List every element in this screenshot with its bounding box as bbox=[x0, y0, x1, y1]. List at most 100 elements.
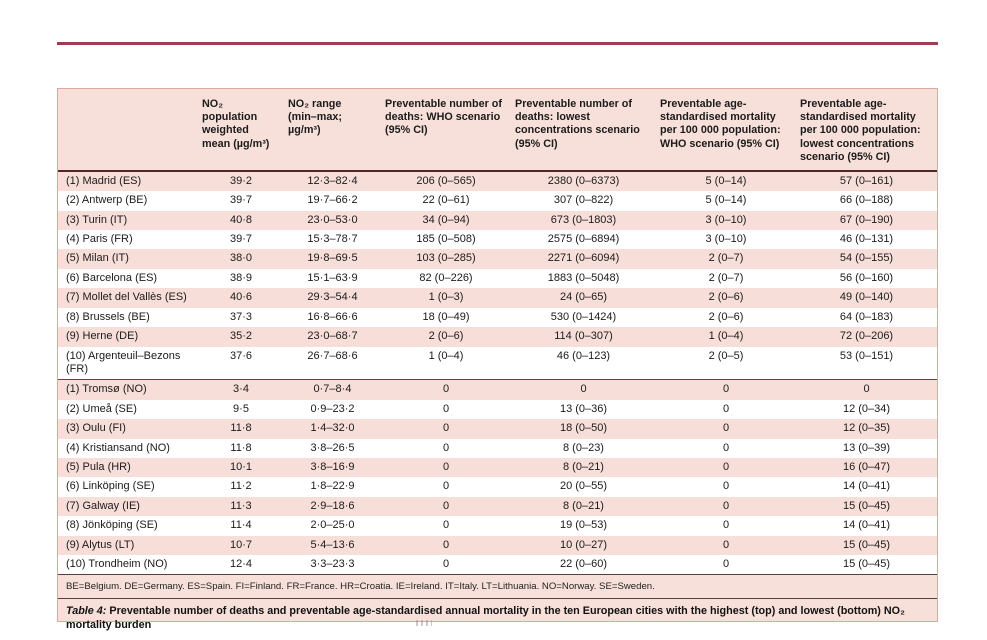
table-caption-text: Preventable number of deaths and prevent… bbox=[66, 605, 905, 631]
city-cell: (5) Pula (HR) bbox=[66, 460, 131, 473]
value-cell: 0 bbox=[722, 441, 730, 454]
value-cell: 39·2 bbox=[229, 174, 253, 187]
value-cell: 0 bbox=[722, 460, 730, 473]
value-cell: 0 bbox=[442, 441, 450, 454]
table-header: NO₂ population weighted mean (µg/m³) NO₂… bbox=[58, 89, 937, 172]
col-header-city bbox=[58, 89, 198, 172]
value-cell: 15·1–63·9 bbox=[307, 271, 358, 284]
section-highest-burden: (1) Madrid (ES) 39·2 12·3–82·4 206 (0–565) 2… bbox=[58, 170, 937, 380]
value-cell: 11·3 bbox=[230, 499, 252, 512]
col-header-deaths-lowest: Preventable number of deaths: lowest con… bbox=[511, 89, 656, 172]
table-row: (3) Oulu (FI) 11·8 1·4–32·0 0 18 (0–50) 0 12 (… bbox=[58, 419, 937, 439]
value-cell: 0 bbox=[511, 379, 656, 400]
value-cell: 3·8–16·9 bbox=[310, 460, 355, 473]
value-cell: 0 bbox=[722, 557, 730, 570]
section-lowest-burden: (1) Tromsø (NO) 3·4 0·7–8·4 0 0 0 0 (2) Umeå (S… bbox=[58, 379, 937, 575]
city-cell: (7) Mollet del Vallès (ES) bbox=[66, 291, 187, 304]
city-cell: (3) Turin (IT) bbox=[66, 213, 128, 226]
value-cell: 40·8 bbox=[229, 213, 253, 226]
value-cell: 0 bbox=[442, 538, 450, 551]
value-cell: 2 (0–7) bbox=[708, 271, 744, 284]
table-row: (10) Trondheim (NO) 12·4 3·3–23·3 0 22 (0–60… bbox=[58, 554, 937, 575]
value-cell: 22 (0–60) bbox=[559, 557, 608, 570]
city-cell: (2) Antwerp (BE) bbox=[66, 194, 148, 207]
city-cell: (3) Oulu (FI) bbox=[66, 422, 126, 435]
value-cell: 2575 (0–6894) bbox=[547, 233, 620, 246]
value-cell: 12·4 bbox=[229, 557, 253, 570]
value-cell: 2271 (0–6094) bbox=[547, 252, 620, 265]
value-cell: 19·7–66·2 bbox=[307, 194, 358, 207]
value-cell: 3·3–23·3 bbox=[310, 557, 355, 570]
value-cell: 10 (0–27) bbox=[559, 538, 608, 551]
value-cell: 0 bbox=[442, 557, 450, 570]
value-cell: 1 (0–4) bbox=[708, 330, 744, 343]
value-cell: 35·2 bbox=[229, 330, 253, 343]
value-cell: 1 (0–3) bbox=[428, 291, 464, 304]
value-cell: 11·8 bbox=[230, 441, 252, 454]
value-cell: 3 (0–10) bbox=[705, 233, 747, 246]
city-cell: (7) Galway (IE) bbox=[66, 499, 140, 512]
city-cell: (6) Barcelona (ES) bbox=[66, 271, 158, 284]
value-cell: 3 (0–10) bbox=[705, 213, 747, 226]
table-row: (9) Herne (DE) 35·2 23·0–68·7 2 (0–6) 114 (0… bbox=[58, 327, 937, 347]
table-row: (1) Tromsø (NO) 3·4 0·7–8·4 0 0 0 0 bbox=[58, 379, 937, 400]
value-cell: 18 (0–49) bbox=[422, 310, 470, 323]
value-cell: 1 (0–4) bbox=[428, 349, 464, 362]
value-cell: 57 (0–161) bbox=[839, 174, 894, 187]
value-cell: 8 (0–23) bbox=[563, 441, 604, 454]
value-cell: 37·3 bbox=[229, 310, 253, 323]
table-row: (5) Milan (IT) 38·0 19·8–69·5 103 (0–285) 22… bbox=[58, 249, 937, 269]
value-cell: 2 (0–6) bbox=[708, 310, 744, 323]
city-cell: (1) Tromsø (NO) bbox=[58, 379, 198, 400]
table-row: (9) Alytus (LT) 10·7 5·4–13·6 0 10 (0–27) 0 15… bbox=[58, 535, 937, 555]
value-cell: 54 (0–155) bbox=[839, 252, 894, 265]
value-cell: 11·8 bbox=[230, 422, 252, 435]
value-cell: 13 (0–39) bbox=[842, 441, 891, 454]
header-row: NO₂ population weighted mean (µg/m³) NO₂… bbox=[58, 89, 937, 172]
value-cell: 530 (0–1424) bbox=[550, 310, 617, 323]
value-cell: 13 (0–36) bbox=[559, 402, 608, 415]
value-cell: 37·6 bbox=[229, 349, 253, 362]
value-cell: 2 (0–6) bbox=[708, 291, 744, 304]
value-cell: 0 bbox=[442, 499, 450, 512]
value-cell: 46 (0–123) bbox=[556, 349, 611, 362]
col-header-deaths-who: Preventable number of deaths: WHO scenar… bbox=[381, 89, 511, 172]
value-cell: 10·1 bbox=[229, 460, 253, 473]
value-cell: 0 bbox=[722, 538, 730, 551]
value-cell: 0 bbox=[722, 499, 730, 512]
value-cell: 26·7–68·6 bbox=[307, 349, 358, 362]
value-cell: 23·0–53·0 bbox=[307, 213, 358, 226]
value-cell: 39·7 bbox=[229, 233, 253, 246]
scan-artifact bbox=[416, 620, 432, 626]
value-cell: 0 bbox=[442, 519, 450, 532]
table-row: (2) Umeå (SE) 9·5 0·9–23·2 0 13 (0–36) 0 12 (0… bbox=[58, 399, 937, 420]
value-cell: 2 (0–7) bbox=[708, 252, 744, 265]
value-cell: 10·7 bbox=[229, 538, 253, 551]
city-cell: (1) Madrid (ES) bbox=[66, 174, 142, 187]
value-cell: 0 bbox=[722, 402, 730, 415]
value-cell: 0·7–8·4 bbox=[284, 379, 381, 400]
value-cell: 2380 (0–6373) bbox=[547, 174, 620, 187]
value-cell: 12·3–82·4 bbox=[307, 174, 358, 187]
value-cell: 0 bbox=[722, 519, 730, 532]
value-cell: 0 bbox=[656, 379, 796, 400]
value-cell: 12 (0–35) bbox=[842, 422, 891, 435]
value-cell: 39·7 bbox=[229, 194, 253, 207]
value-cell: 11·4 bbox=[230, 519, 252, 532]
value-cell: 0 bbox=[442, 402, 450, 415]
value-cell: 16 (0–47) bbox=[842, 460, 891, 473]
value-cell: 38·9 bbox=[229, 271, 253, 284]
city-cell: (4) Paris (FR) bbox=[66, 233, 133, 246]
value-cell: 11·2 bbox=[230, 480, 252, 493]
value-cell: 53 (0–151) bbox=[839, 349, 894, 362]
value-cell: 15 (0–45) bbox=[842, 499, 891, 512]
value-cell: 2 (0–5) bbox=[708, 349, 744, 362]
city-cell: (10) Trondheim (NO) bbox=[66, 557, 168, 570]
value-cell: 3·4 bbox=[198, 379, 284, 400]
table-row: (6) Barcelona (ES) 38·9 15·1–63·9 82 (0–226… bbox=[58, 268, 937, 289]
abbreviations-footnote: BE=Belgium. DE=Germany. ES=Spain. FI=Fin… bbox=[58, 574, 937, 598]
value-cell: 114 (0–307) bbox=[554, 330, 613, 343]
value-cell: 3·8–26·5 bbox=[310, 441, 355, 454]
value-cell: 2·0–25·0 bbox=[310, 519, 355, 532]
